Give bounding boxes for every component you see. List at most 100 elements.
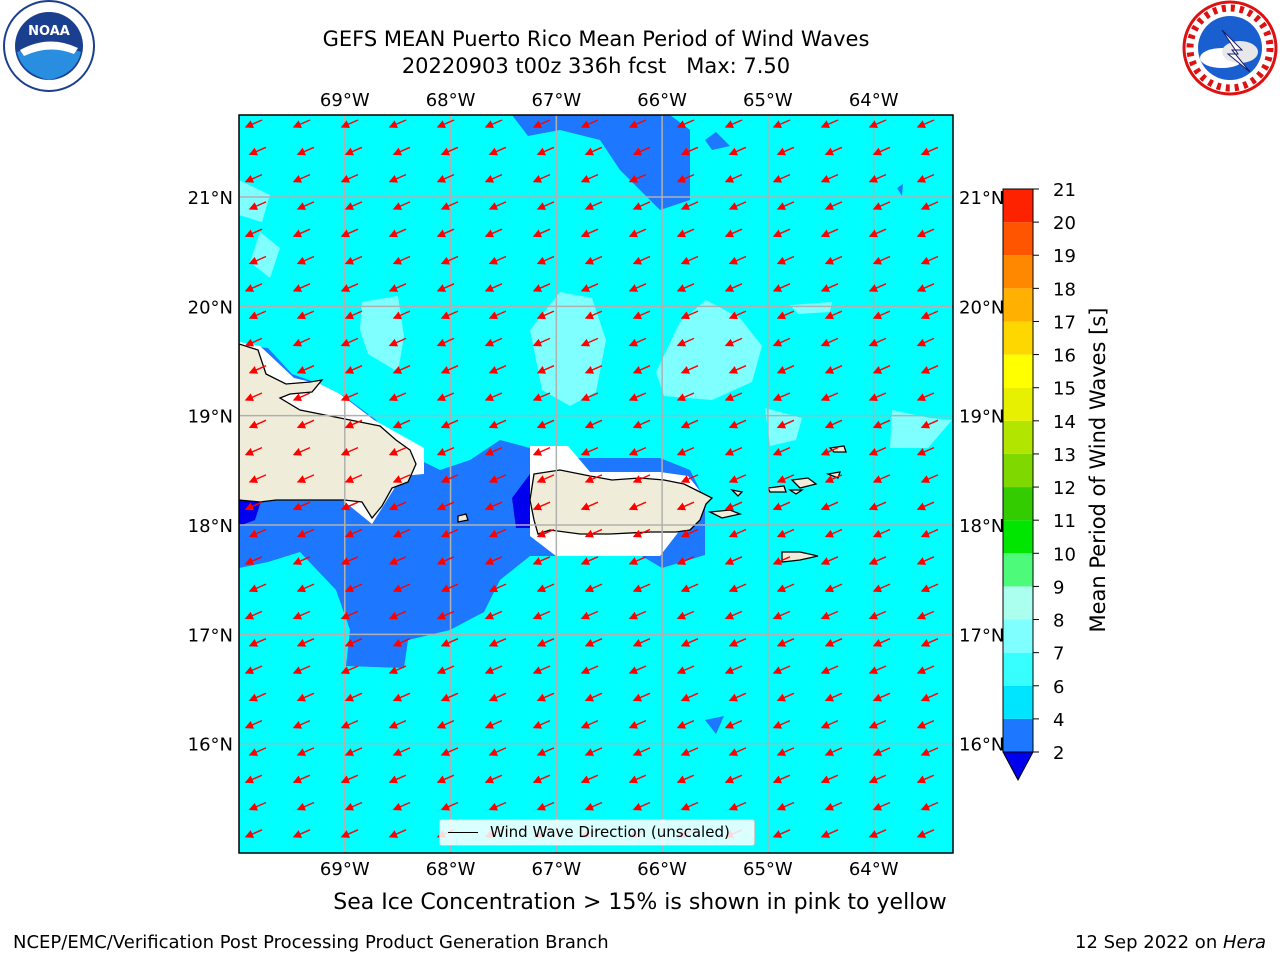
wind-wave-arrow: [392, 747, 411, 756]
wind-wave-arrow: [868, 283, 887, 292]
wind-wave-arrow: [536, 310, 555, 320]
wind-wave-arrow: [772, 119, 791, 129]
wind-wave-arrow: [532, 283, 551, 292]
wind-wave-arrow: [820, 392, 839, 402]
lon-tick-label: 65°W: [743, 90, 793, 111]
wind-wave-arrow: [628, 719, 647, 729]
wind-wave-arrow: [440, 310, 459, 320]
wind-wave-arrow: [436, 556, 455, 565]
wind-wave-arrow: [248, 255, 267, 265]
wind-wave-arrow: [632, 474, 651, 483]
lat-tick-label: 20°N: [959, 297, 1004, 318]
colorbar-under-arrow: [1002, 751, 1034, 782]
wind-wave-arrow: [916, 665, 935, 675]
wind-wave-arrow: [920, 528, 939, 538]
colorbar-tick-label: 17: [1053, 312, 1076, 333]
wind-wave-arrow: [392, 255, 411, 265]
wind-wave-arrow: [244, 829, 263, 838]
wind-wave-arrow: [772, 610, 791, 620]
wind-wave-arrow: [920, 146, 939, 156]
lon-tick-label: 66°W: [637, 90, 687, 111]
wind-wave-arrow: [680, 310, 699, 320]
wind-wave-arrow: [920, 474, 939, 483]
colorbar-segment: [1003, 553, 1033, 587]
wind-wave-arrow: [344, 528, 363, 538]
wind-wave-arrow: [868, 337, 887, 347]
wind-wave-arrow: [680, 146, 699, 156]
mona-island: [457, 513, 469, 523]
wind-wave-arrow: [920, 692, 939, 702]
wind-wave-arrow: [820, 446, 839, 456]
wind-wave-arrow: [484, 337, 503, 347]
wind-wave-arrow: [340, 446, 359, 456]
wind-wave-arrow: [392, 201, 411, 210]
legend-line-sample: [448, 832, 478, 833]
wind-wave-arrow: [724, 283, 743, 292]
wind-wave-arrow: [536, 365, 555, 374]
wind-wave-arrow: [584, 801, 603, 811]
wind-wave-arrow: [292, 556, 311, 565]
wind-wave-arrow: [820, 501, 839, 511]
wind-wave-arrow: [388, 119, 407, 129]
wind-wave-arrow: [488, 419, 507, 429]
wind-wave-arrow: [676, 446, 695, 456]
wind-wave-arrow: [632, 638, 651, 647]
wind-wave-arrow: [776, 419, 795, 429]
wind-wave-arrow: [436, 337, 455, 347]
lat-tick-label: 17°N: [959, 625, 1004, 646]
wind-wave-arrow: [440, 365, 459, 374]
wind-wave-arrow: [392, 528, 411, 538]
wind-wave-arrow: [580, 446, 599, 456]
wind-wave-arrow: [728, 419, 747, 429]
wind-wave-arrow: [436, 119, 455, 129]
wind-wave-arrow: [632, 747, 651, 756]
wind-wave-arrow: [296, 692, 315, 702]
wind-wave-arrow: [724, 337, 743, 347]
colorbar-tick-label: 13: [1053, 445, 1076, 466]
wind-wave-arrow: [632, 583, 651, 593]
wind-wave-arrow: [440, 419, 459, 429]
map-legend: Wind Wave Direction (unscaled): [439, 819, 755, 846]
wind-wave-arrow: [488, 310, 507, 320]
wind-wave-arrow: [532, 665, 551, 675]
wind-wave-arrow: [776, 255, 795, 265]
wind-wave-arrow: [772, 173, 791, 183]
longitude-labels-top: 69°W 68°W 67°W 66°W 65°W 64°W: [320, 90, 899, 111]
wind-wave-arrow: [244, 119, 263, 129]
wind-wave-arrow: [680, 255, 699, 265]
wind-wave-arrow: [676, 337, 695, 347]
wind-wave-arrow: [484, 556, 503, 565]
wind-wave-arrow: [820, 119, 839, 129]
wind-wave-arrow: [388, 446, 407, 456]
wind-wave-arrow: [580, 774, 599, 784]
wind-wave-arrow: [536, 638, 555, 647]
wind-wave-arrow: [584, 201, 603, 210]
colorbar-segment: [1003, 288, 1033, 322]
wind-wave-arrow: [244, 173, 263, 183]
wind-wave-arrow: [344, 201, 363, 210]
wind-wave-arrow: [868, 610, 887, 620]
wind-wave-arrow: [724, 119, 743, 129]
colorbar-segment: [1003, 189, 1033, 223]
chart-title: GEFS MEAN Puerto Rico Mean Period of Win…: [322, 27, 870, 51]
wind-wave-arrow: [484, 610, 503, 620]
lat-tick-label: 18°N: [959, 516, 1004, 537]
wind-wave-arrow: [340, 173, 359, 183]
wind-wave-arrow: [536, 528, 555, 538]
wind-wave-arrow: [392, 310, 411, 320]
wind-wave-arrow: [436, 501, 455, 511]
wind-wave-arrow: [776, 310, 795, 320]
wind-wave-arrow: [292, 228, 311, 238]
wind-wave-arrow: [772, 829, 791, 838]
wind-wave-arrow: [248, 638, 267, 647]
wind-wave-arrow: [340, 337, 359, 347]
wind-wave-arrow: [676, 392, 695, 402]
wind-wave-arrow: [536, 583, 555, 593]
footer-date: 12 Sep 2022 on Hera: [1075, 932, 1266, 953]
wind-wave-arrow: [776, 146, 795, 156]
wind-wave-arrow: [340, 610, 359, 620]
wind-wave-arrow: [724, 719, 743, 729]
vieques: [707, 509, 743, 519]
wind-wave-arrow: [488, 583, 507, 593]
wind-wave-arrow: [776, 528, 795, 538]
